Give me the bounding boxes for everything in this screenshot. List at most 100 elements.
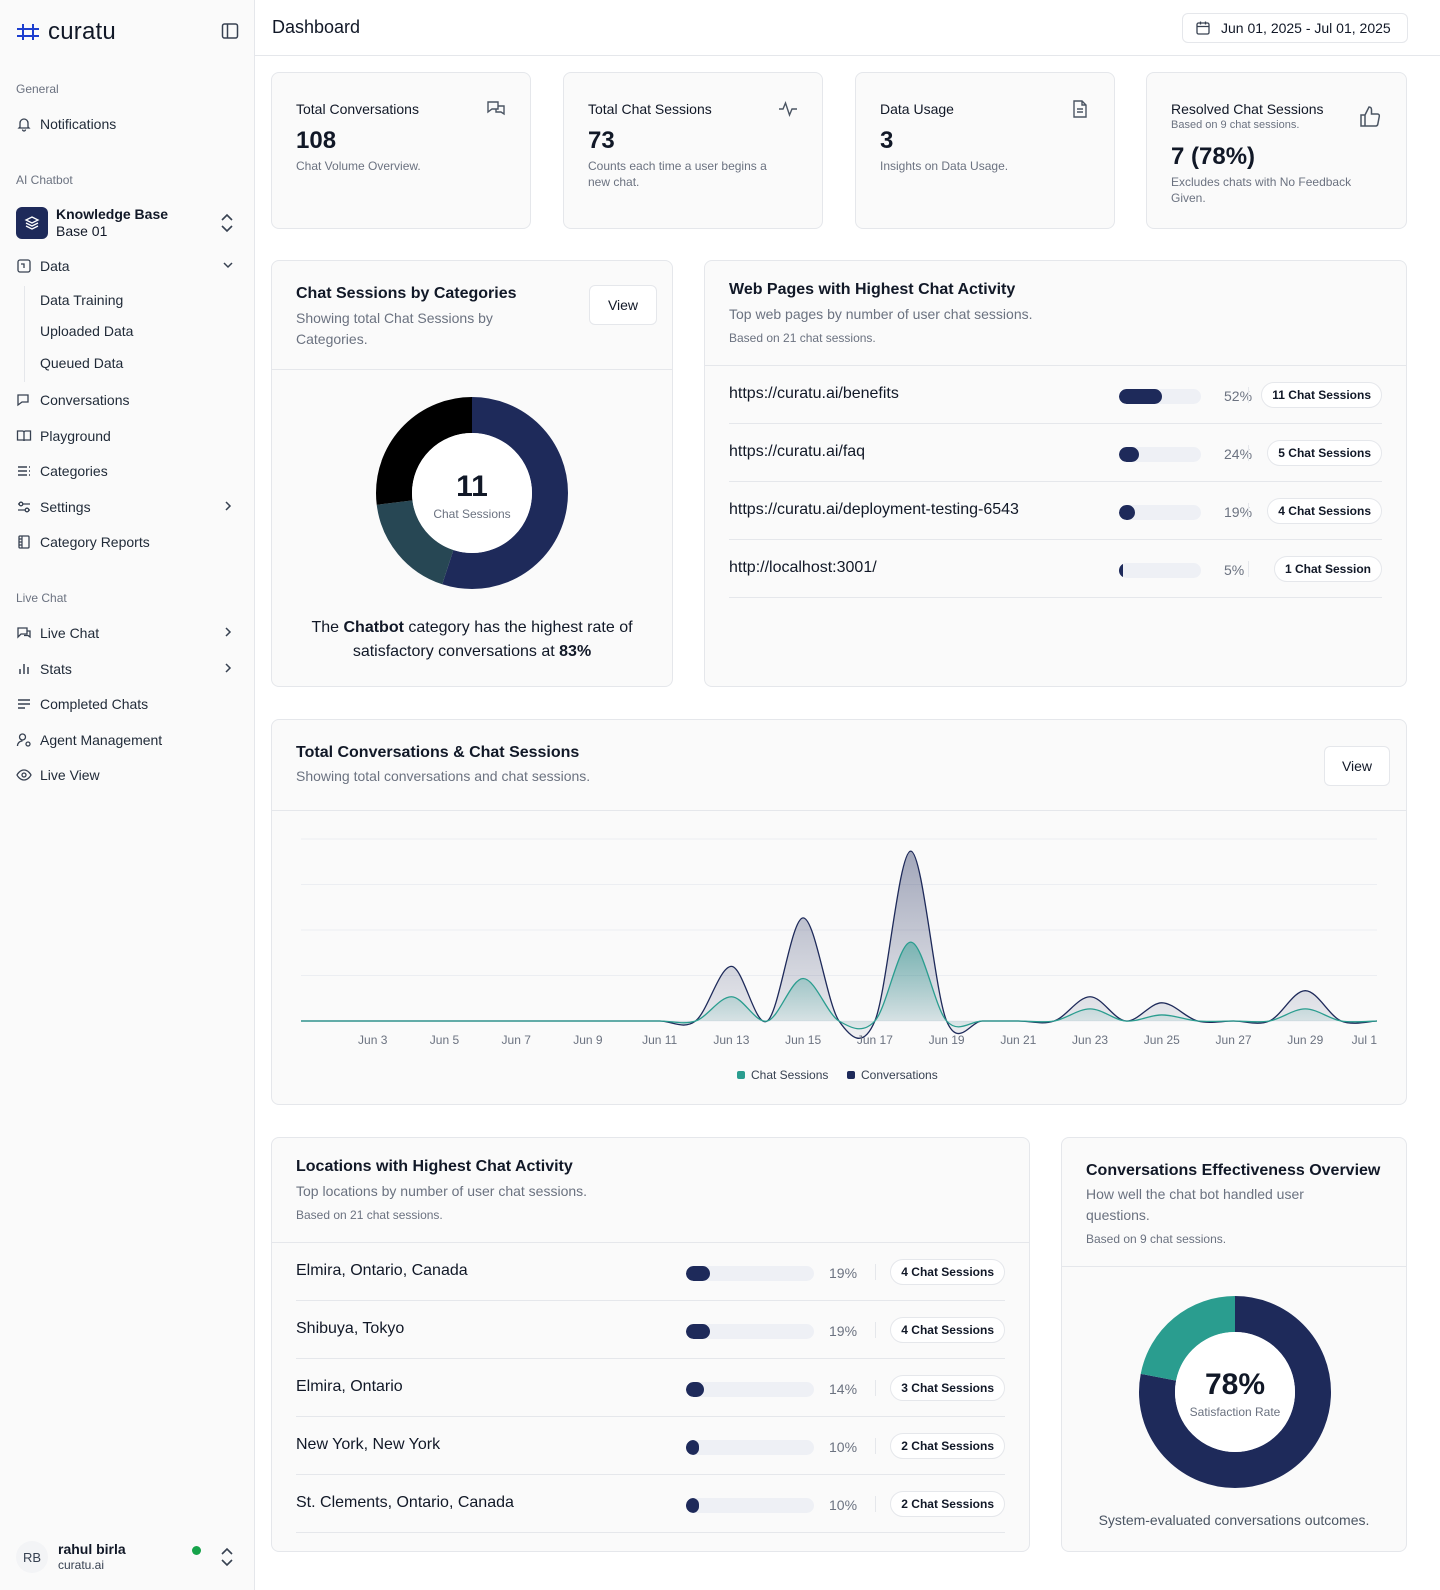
chat-bubbles-icon: [487, 101, 505, 116]
nav-data[interactable]: Data: [16, 254, 241, 278]
list-icon: [18, 466, 30, 476]
card-title: Conversations Effectiveness Overview: [1086, 1162, 1381, 1179]
list-row: https://curatu.ai/faq 24% 5 Chat Sessions: [729, 424, 1382, 482]
stat-title: Total Conversations: [296, 101, 419, 117]
stat-description: Excludes chats with No Feedback Given.: [1171, 175, 1352, 205]
categories-card: Chat Sessions by Categories Showing tota…: [271, 260, 673, 687]
row-percent: 10%: [829, 1439, 858, 1455]
stat-title: Total Chat Sessions: [588, 101, 712, 117]
list-row: https://curatu.ai/benefits 52% 11 Chat Ses…: [729, 366, 1382, 424]
conversation-icon: [17, 394, 29, 407]
progress-bar: [1119, 563, 1201, 578]
nav-data-training[interactable]: Data Training: [40, 292, 124, 308]
summary-mid: category has the highest rate of satisfa…: [352, 619, 633, 660]
nav-label: Category Reports: [40, 534, 150, 550]
card-subtitle: How well the chat bot handled user quest…: [1086, 1186, 1304, 1223]
row-label: Shibuya, Tokyo: [296, 1320, 405, 1337]
summary-pre: The: [311, 619, 340, 636]
x-tick-label: Jun 13: [713, 1033, 749, 1047]
effectiveness-footer: System-evaluated conversations outcomes.: [1098, 1512, 1370, 1528]
progress-bar: [686, 1324, 814, 1339]
divider: [1062, 1266, 1406, 1267]
x-tick-label: Jun 27: [1216, 1033, 1252, 1047]
card-title: Locations with Highest Chat Activity: [296, 1158, 573, 1175]
stat-title: Data Usage: [880, 101, 954, 117]
thumbs-up-icon: [1360, 106, 1381, 127]
categories-donut-chart: [376, 397, 568, 589]
trend-area-chart: Jun 3 Jun 5 Jun 7 Jun 9 Jun 11 Jun 13 Jun 15 Ju…: [300, 838, 1377, 1082]
legend-swatch: [847, 1071, 855, 1079]
view-button[interactable]: View: [1324, 746, 1390, 786]
nav-stats[interactable]: Stats: [16, 657, 241, 681]
progress-bar-fill: [1119, 389, 1162, 404]
x-tick-label: Jun 29: [1287, 1033, 1323, 1047]
legend-swatch: [737, 1071, 745, 1079]
card-subtitle: Showing total conversations and chat ses…: [296, 768, 591, 784]
donut-hole: [412, 433, 532, 553]
donut-center-value: 11: [456, 470, 488, 503]
nav-playground[interactable]: Playground: [16, 424, 241, 448]
card-title: Web Pages with Highest Chat Activity: [729, 281, 1016, 298]
card-note: Based on 21 chat sessions.: [296, 1208, 443, 1222]
nav-label: Stats: [40, 661, 72, 677]
nav-uploaded-data[interactable]: Uploaded Data: [40, 323, 134, 339]
progress-bar: [1119, 505, 1201, 520]
progress-bar: [686, 1266, 814, 1281]
row-label: New York, New York: [296, 1436, 441, 1453]
separator: [875, 1496, 876, 1512]
x-tick-label: Jun 5: [430, 1033, 460, 1047]
nav-notifications[interactable]: Notifications: [16, 112, 241, 136]
nav-categories[interactable]: Categories: [16, 459, 241, 483]
progress-bar-fill: [1119, 447, 1139, 462]
nav-live-chat[interactable]: Live Chat: [16, 621, 241, 645]
row-label: https://curatu.ai/deployment-testing-654…: [729, 501, 1019, 518]
nav-agent-management[interactable]: Agent Management: [16, 728, 241, 752]
nav-settings[interactable]: Settings: [16, 495, 241, 519]
user-menu[interactable]: RB rahul birla curatu.ai: [16, 1535, 241, 1579]
knowledge-base-switcher[interactable]: Knowledge Base Base 01: [16, 204, 241, 242]
progress-bar: [1119, 389, 1201, 404]
card-title: Total Conversations & Chat Sessions: [296, 744, 580, 761]
date-range-picker[interactable]: Jun 01, 2025 - Jul 01, 2025: [1182, 13, 1408, 43]
view-button[interactable]: View: [589, 285, 657, 325]
online-status-dot: [192, 1546, 201, 1555]
nav-live-view[interactable]: Live View: [16, 763, 241, 787]
stat-card-total-chat-sessions: Total Chat Sessions 73 Counts each time …: [563, 72, 823, 229]
brand-logo[interactable]: curatu: [16, 18, 116, 46]
page-title: Dashboard: [272, 17, 361, 37]
separator: [875, 1264, 876, 1280]
bell-icon: [17, 118, 31, 132]
report-icon: [18, 535, 30, 549]
nav-label: Conversations: [40, 392, 130, 408]
book-open-icon: [16, 430, 32, 442]
x-tick-label: Jun 21: [1000, 1033, 1036, 1047]
activity-icon: [779, 101, 797, 117]
card-subtitle: Top web pages by number of user chat ses…: [729, 306, 1033, 322]
stat-description: Insights on Data Usage.: [880, 159, 1009, 173]
progress-bar: [686, 1382, 814, 1397]
sidebar-toggle-icon[interactable]: [221, 22, 239, 40]
user-name: rahul birla: [58, 1541, 126, 1557]
divider: [272, 369, 672, 370]
x-tick-label: Jun 19: [929, 1033, 965, 1047]
avatar: RB: [16, 1541, 48, 1573]
nav-label: Completed Chats: [40, 696, 149, 712]
divider: [272, 1242, 1029, 1243]
nav-label: Settings: [40, 499, 91, 515]
row-percent: 19%: [829, 1265, 858, 1281]
list-row: St. Clements, Ontario, Canada 10% 2 Chat S…: [296, 1475, 1005, 1533]
row-label: http://localhost:3001/: [729, 559, 877, 576]
nav-label: Live Chat: [40, 625, 100, 641]
calendar-icon: [1196, 21, 1210, 35]
nav-completed-chats[interactable]: Completed Chats: [16, 692, 241, 716]
sidebar: curatu General Notifications AI Chatbot …: [0, 0, 255, 1590]
nav-queued-data[interactable]: Queued Data: [40, 355, 124, 371]
sessions-badge: 2 Chat Sessions: [890, 1433, 1005, 1459]
nav-label: Categories: [40, 463, 108, 479]
stat-description: Chat Volume Overview.: [296, 159, 421, 173]
row-percent: 19%: [829, 1323, 858, 1339]
nav-conversations[interactable]: Conversations: [16, 388, 241, 412]
nav-category-reports[interactable]: Category Reports: [16, 530, 241, 554]
user-org: curatu.ai: [58, 1558, 105, 1572]
card-title: Chat Sessions by Categories: [296, 285, 517, 302]
